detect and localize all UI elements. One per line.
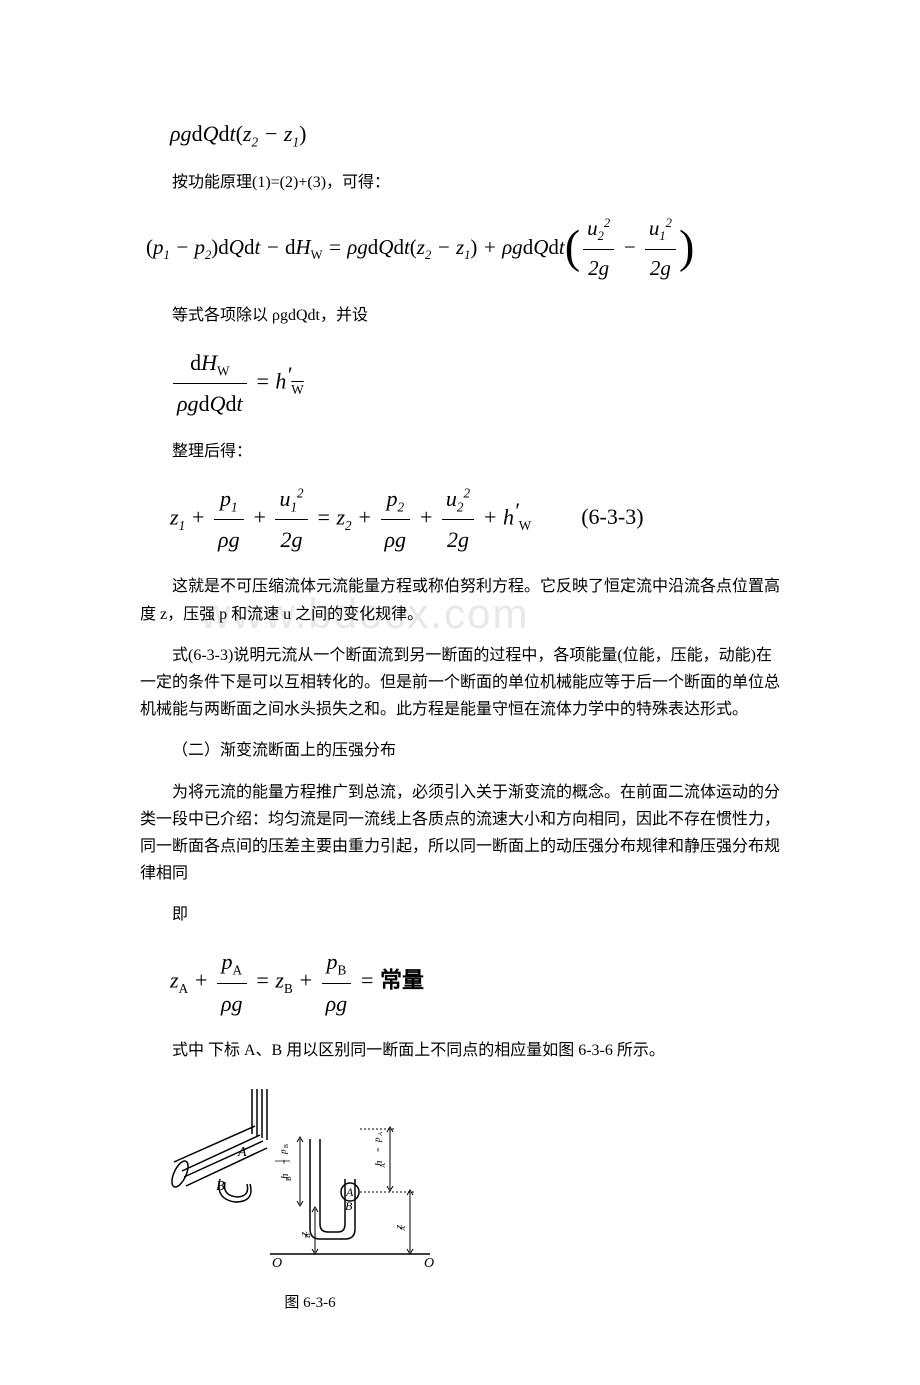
svg-text:B: B [284,1144,290,1148]
svg-text:B: B [285,1176,293,1181]
equation-bernoulli: z1 + p1ρg + u122g = z2 + p2ρg + u222g + … [170,481,780,558]
figure-point-b-left: B [216,1179,225,1194]
svg-text:=: = [280,1159,289,1164]
para-2: 等式各项除以 ρgdQdt，并设 [140,302,780,329]
equation-5: zA + pAρg = zB + pBρg = 常量 [170,944,780,1021]
equation-3: dHWρgdQdt = h′W [170,345,780,422]
para-9: 式中 下标 A、B 用以区别同一断面上不同点的相应量如图 6-3-6 所示。 [140,1037,780,1064]
para-8: 即 [140,901,780,928]
svg-text:A: A [378,1131,384,1136]
figure-point-a-tube: A [345,1185,354,1199]
figure-origin-right: O [424,1256,434,1271]
para-3: 整理后得： [140,438,780,465]
equation-label: (6-3-3) [581,504,643,529]
equation-1: ρgdQdt(z2 − z1) [170,116,780,153]
constant-label: 常量 [380,968,424,993]
figure-caption: 图 6-3-6 [160,1291,460,1315]
svg-text:p: p [278,1149,288,1155]
svg-text:A: A [399,1226,407,1231]
para-4: 这就是不可压缩流体元流能量方程或称伯努利方程。它反映了恒定流中沿流各点位置高度 … [140,573,780,627]
figure-origin-left: O [272,1256,282,1271]
heading-subsection: （二）渐变流断面上的压强分布 [140,737,780,764]
figure-point-a: A [237,1145,247,1160]
para-5: 式(6-3-3)说明元流从一个断面流到另一断面的过程中，各项能量(位能，压能，动… [140,642,780,724]
figure-point-b-tube: B [345,1199,353,1213]
para-1: 按功能原理(1)=(2)+(3)，可得： [140,169,780,196]
equation-2: (p1 − p2)dQdt − dHW = ρgdQdt(z2 − z1) + … [146,212,780,286]
para-7: 为将元流的能量方程推广到总流，必须引入关于渐变流的概念。在前面二流体运动的分类一… [140,779,780,888]
svg-text:A: A [379,1163,387,1168]
svg-text:B: B [304,1233,312,1238]
figure-6-3-6: A B A B O O [160,1084,780,1315]
svg-text:=: = [374,1147,383,1152]
svg-text:p: p [372,1137,382,1143]
